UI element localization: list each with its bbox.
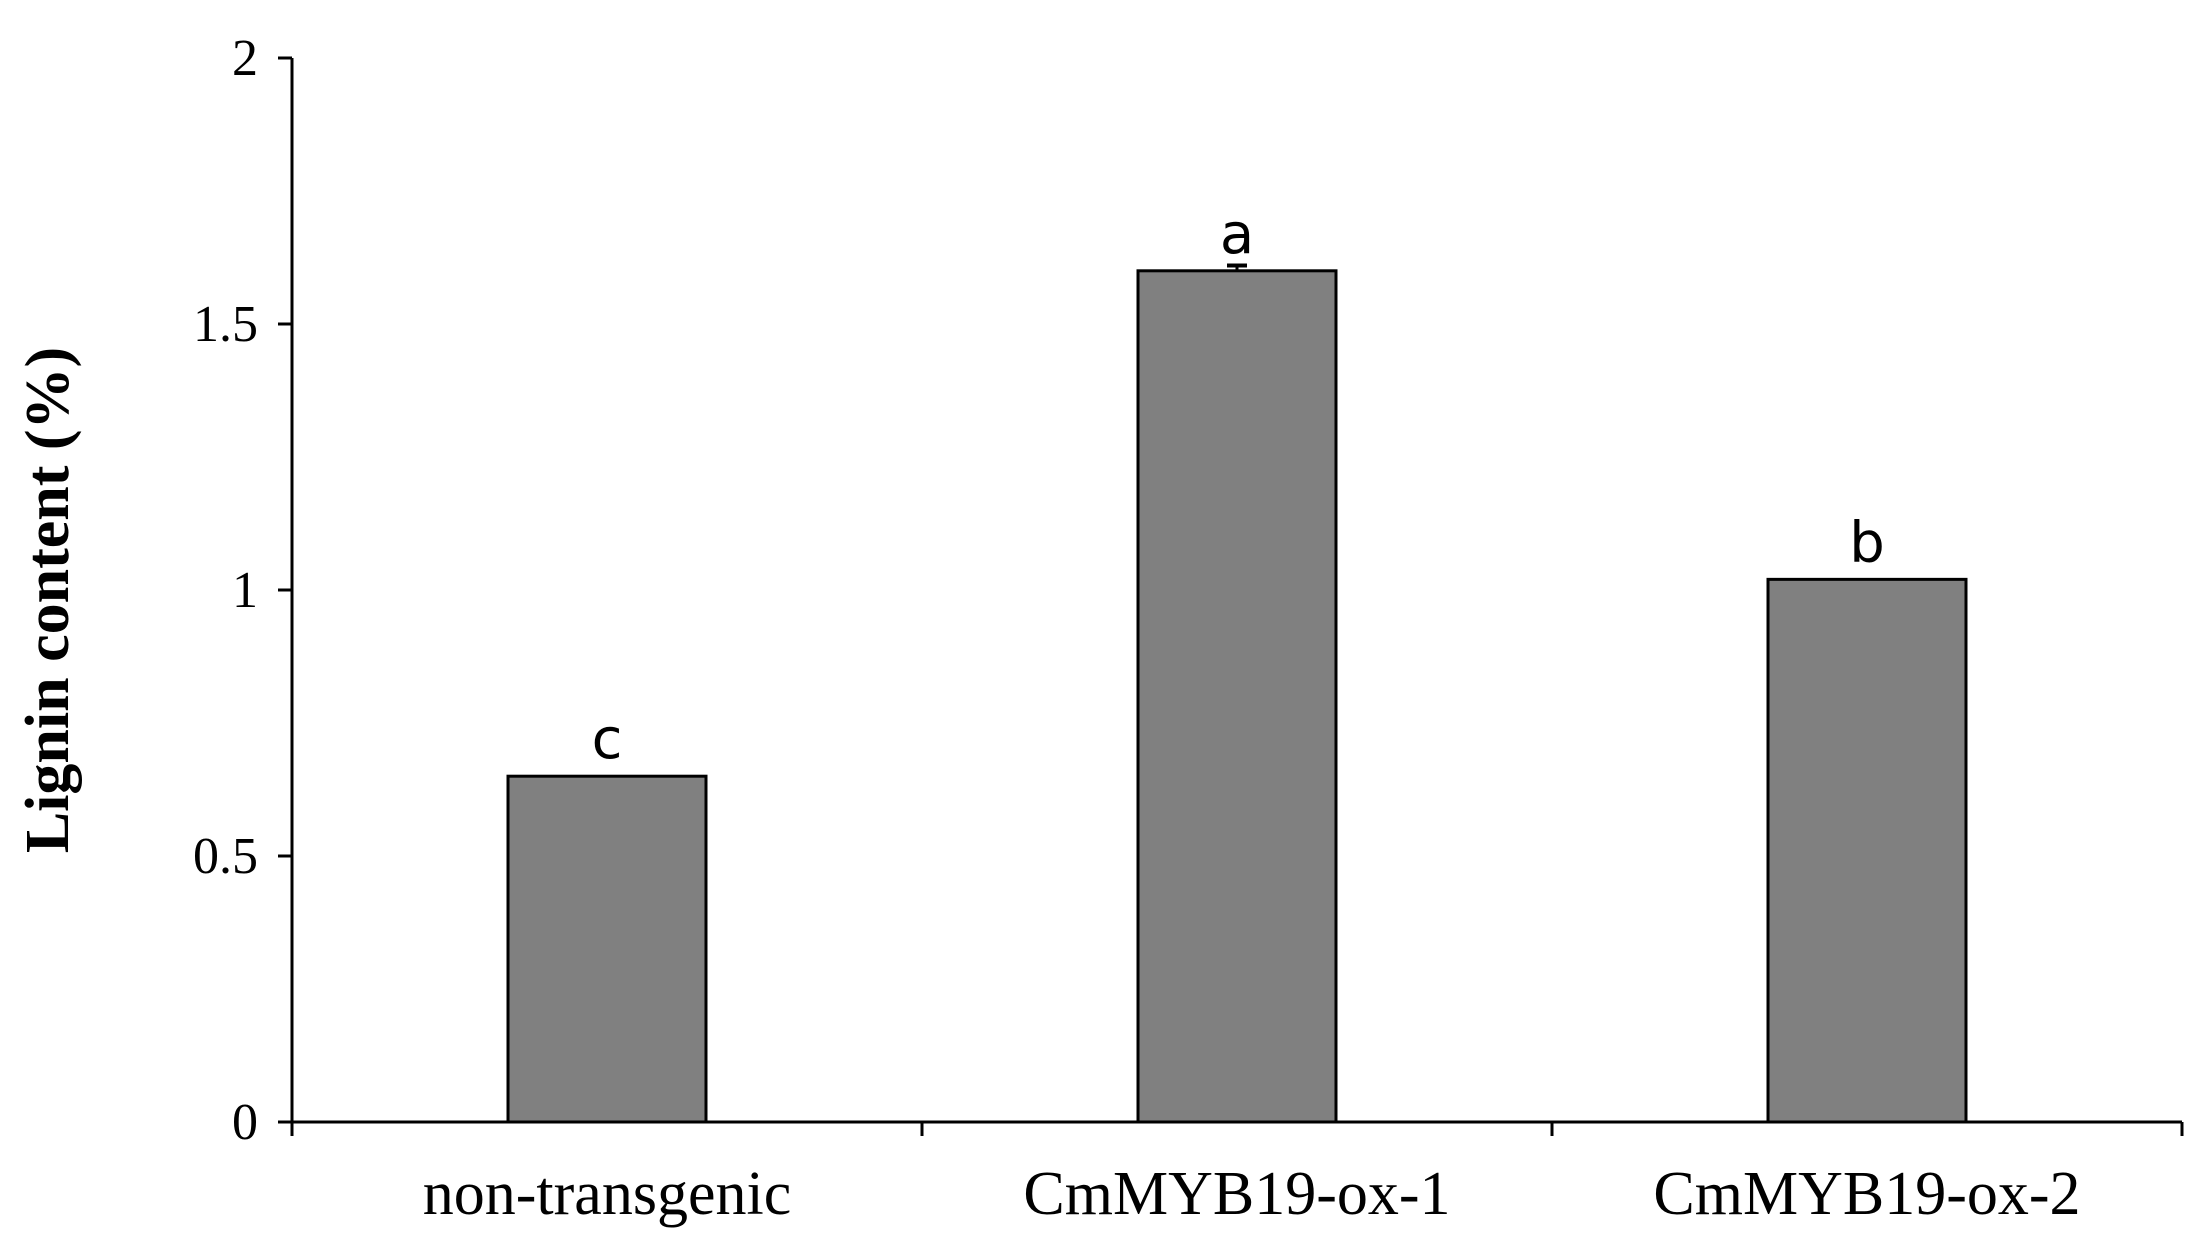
bar <box>1766 577 1968 1124</box>
significance-label: a <box>1220 202 1254 267</box>
y-tick-label: 0.5 <box>193 828 258 885</box>
x-category-label: CmMYB19-ox-1 <box>1023 1160 1450 1228</box>
y-tick-label: 2 <box>232 30 258 87</box>
significance-label: b <box>1849 510 1885 575</box>
y-tick-label: 0 <box>232 1094 258 1151</box>
bars <box>506 263 1968 1124</box>
bar <box>506 774 708 1124</box>
significance-label: c <box>592 707 623 772</box>
y-axis-title: Lignin content (%) <box>14 347 82 853</box>
x-category-label: CmMYB19-ox-2 <box>1653 1160 2080 1228</box>
y-tick-label: 1.5 <box>193 296 258 353</box>
y-tick-label: 1 <box>232 562 258 619</box>
x-category-label: non-transgenic <box>423 1160 791 1228</box>
labels: 0 0.5 1 1.5 2 c non-transgenic a CmMYB19-ox-1 b Cm… <box>193 30 2081 1228</box>
bar <box>1136 269 1338 1124</box>
